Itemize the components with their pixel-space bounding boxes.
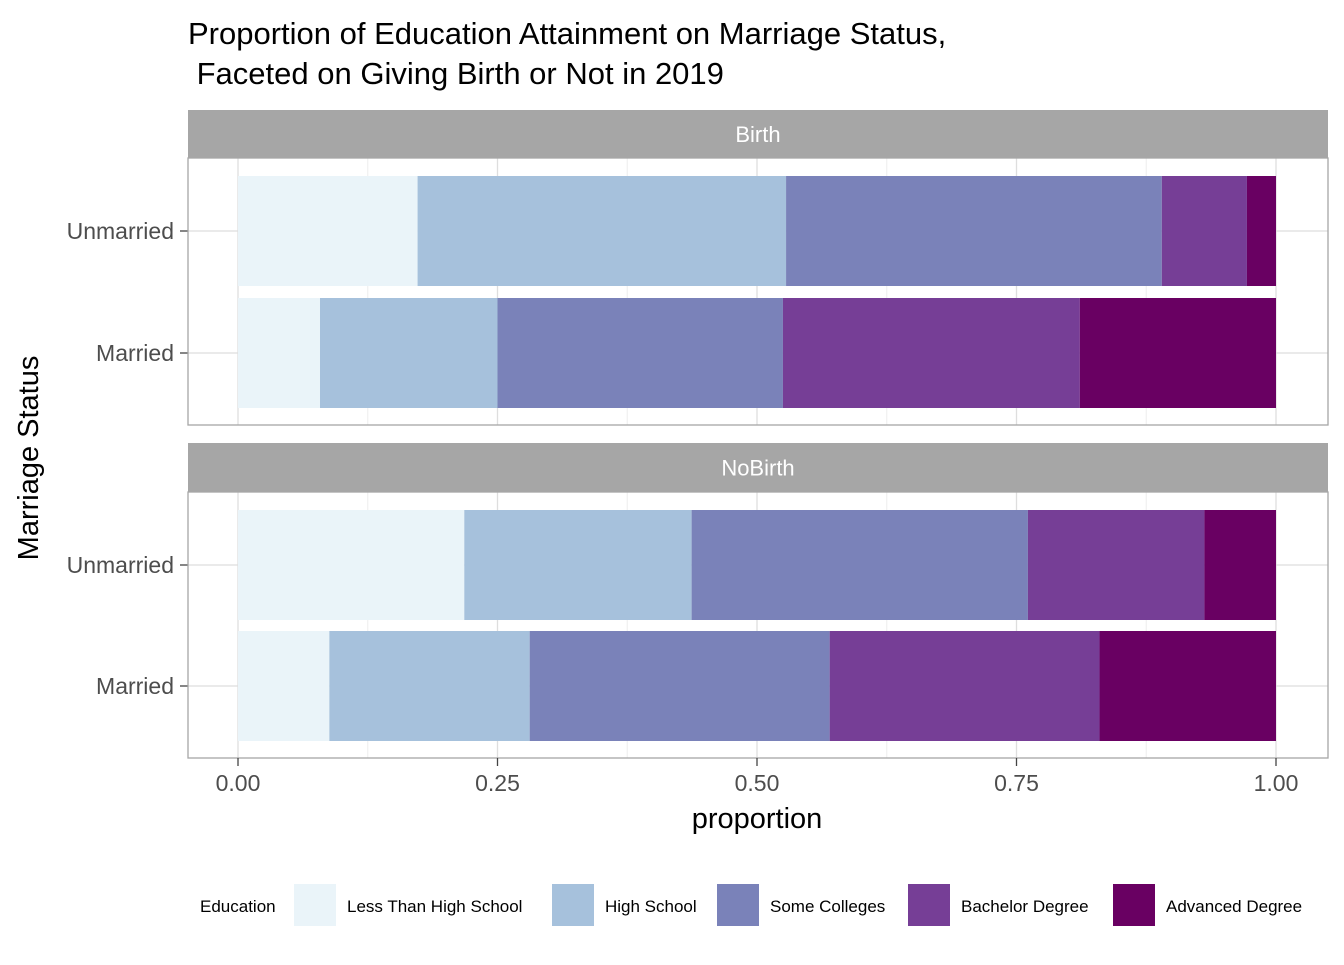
bar-segment-bachelor-degree	[1161, 176, 1247, 286]
y-tick-label: Married	[96, 673, 174, 699]
y-axis-label: Marriage Status	[13, 356, 45, 561]
bar-segment-high-school	[329, 631, 530, 741]
legend-swatch	[294, 884, 336, 926]
bar-segment-less-than-high-school	[238, 176, 418, 286]
facet-strip	[188, 110, 1328, 158]
bar-segment-bachelor-degree	[1027, 510, 1205, 620]
legend-label: Some Colleges	[770, 897, 885, 916]
bar-segment-some-colleges	[786, 176, 1162, 286]
bar-segment-some-colleges	[497, 298, 783, 408]
x-axis-label: proportion	[692, 803, 823, 835]
bar-segment-bachelor-degree	[782, 298, 1080, 408]
bar-segment-high-school	[464, 510, 692, 620]
bar-segment-less-than-high-school	[238, 510, 465, 620]
x-tick-label: 1.00	[1254, 770, 1299, 796]
facet-nobirth: Unmarried Married NoBirth	[67, 443, 1329, 759]
bar-segment-bachelor-degree	[829, 631, 1100, 741]
bar-segment-advanced-degree	[1204, 510, 1276, 620]
bar-segment-less-than-high-school	[238, 631, 330, 741]
x-tick-label: 0.00	[216, 770, 261, 796]
x-tick-label: 0.25	[475, 770, 520, 796]
legend-swatch	[1113, 884, 1155, 926]
facet-strip-label: Birth	[735, 122, 780, 147]
legend-entry: Bachelor Degree	[908, 884, 1089, 926]
legend-entry: Less Than High School	[294, 884, 522, 926]
facet-strip-label: NoBirth	[721, 456, 794, 481]
bar-segment-some-colleges	[529, 631, 830, 741]
legend-swatch	[717, 884, 759, 926]
legend-entry: High School	[552, 884, 697, 926]
y-tick-label: Unmarried	[67, 218, 174, 244]
bar-segment-advanced-degree	[1079, 298, 1276, 408]
bar-segment-advanced-degree	[1099, 631, 1276, 741]
chart-title-line2: Faceted on Giving Birth or Not in 2019	[188, 56, 724, 91]
x-tick-label: 0.50	[735, 770, 780, 796]
bar-segment-advanced-degree	[1246, 176, 1276, 286]
facet-birth: Unmarried Married Birth	[67, 110, 1329, 426]
facet-strip	[188, 443, 1328, 492]
legend-label: Less Than High School	[347, 897, 522, 916]
legend-swatch	[908, 884, 950, 926]
bar-segment-less-than-high-school	[238, 298, 321, 408]
bar-segment-some-colleges	[691, 510, 1028, 620]
y-tick-label: Married	[96, 340, 174, 366]
legend-entry: Advanced Degree	[1113, 884, 1302, 926]
chart-title-line1: Proportion of Education Attainment on Ma…	[188, 16, 946, 51]
x-tick-label: 0.75	[994, 770, 1039, 796]
legend-label: Advanced Degree	[1166, 897, 1302, 916]
facets: Unmarried Married Birth Unmarried Married NoB…	[67, 110, 1329, 759]
y-tick-label: Unmarried	[67, 552, 174, 578]
bar-segment-high-school	[417, 176, 787, 286]
x-axis: 0.00 0.25 0.50 0.75 1.00	[216, 758, 1299, 796]
legend-title: Education	[200, 897, 276, 916]
bar-segment-high-school	[320, 298, 498, 408]
legend-label: Bachelor Degree	[961, 897, 1089, 916]
legend: Education Less Than High School High Scho…	[200, 884, 1302, 926]
legend-label: High School	[605, 897, 697, 916]
legend-swatch	[552, 884, 594, 926]
legend-entry: Some Colleges	[717, 884, 885, 926]
